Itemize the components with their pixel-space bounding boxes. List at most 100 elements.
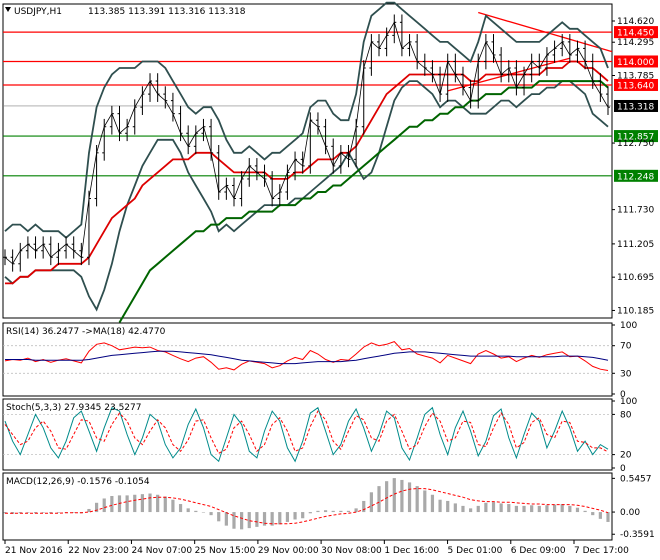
- menu-triangle-icon[interactable]: [5, 7, 11, 12]
- indicator-tick-label: 100: [620, 397, 637, 407]
- price-tick-label: 114.295: [617, 38, 654, 48]
- k-line: [4, 406, 609, 463]
- price-bars: [3, 14, 610, 272]
- d-line: [4, 410, 609, 454]
- macd-bar: [522, 505, 526, 513]
- price-tick-label: 111.205: [617, 240, 654, 250]
- time-tick-label: 29 Nov 00:00: [258, 546, 319, 556]
- macd-bar: [270, 512, 274, 526]
- macd-bar: [247, 512, 251, 529]
- ohlc-label: 113.385 113.391 113.316 113.318: [88, 7, 246, 17]
- price-tick-label: 110.185: [617, 306, 654, 316]
- macd-bar: [537, 505, 541, 513]
- macd-bar: [423, 490, 427, 513]
- macd-bar: [156, 494, 160, 513]
- macd-bar: [293, 512, 297, 520]
- indicator-tick-label: 80: [620, 410, 632, 420]
- macd-bar: [453, 503, 457, 513]
- time-tick-label: 24 Nov 07:00: [131, 546, 192, 556]
- time-tick-label: 25 Nov 15:00: [195, 546, 256, 556]
- macd-bar: [545, 505, 549, 513]
- macd-bar: [308, 512, 312, 514]
- macd-bar: [26, 512, 30, 513]
- indicator-tick-label: 30: [620, 369, 632, 379]
- macd-bar: [209, 512, 213, 516]
- price-tick-label: 110.695: [617, 273, 654, 283]
- macd-bar: [598, 512, 602, 519]
- macd-bar: [392, 478, 396, 513]
- macd-bar: [163, 496, 167, 513]
- macd-bar: [385, 481, 389, 513]
- macd-bar: [178, 504, 183, 513]
- macd-bar: [346, 510, 351, 513]
- macd-bar: [568, 505, 572, 513]
- time-tick-label: 1 Dec 16:00: [384, 546, 439, 556]
- macd-bar: [331, 510, 335, 513]
- macd-bar: [110, 496, 114, 513]
- macd-bar: [262, 512, 267, 526]
- macd-bar: [446, 500, 450, 513]
- level-tag-1: [614, 55, 658, 68]
- time-tick-label: 21 Nov 2016: [5, 546, 63, 556]
- level-label-1: 114.000: [617, 58, 654, 68]
- rsi14-line: [4, 341, 609, 371]
- macd-bar: [323, 510, 328, 513]
- macd-bar: [476, 505, 480, 513]
- macd-bar: [400, 479, 404, 513]
- indicator-tick-label: 0: [620, 464, 626, 474]
- indicator-tick-label: 100: [620, 321, 637, 331]
- macd-tick-label: -0.3591: [620, 530, 655, 540]
- macd-bar: [552, 504, 557, 513]
- macd-signal-line: [5, 488, 609, 525]
- macd-bar: [491, 502, 496, 513]
- macd-bar: [430, 494, 435, 513]
- level-label-2: 113.640: [617, 81, 654, 91]
- panel-frame-1: [2, 322, 613, 397]
- macd-bar: [514, 505, 519, 513]
- indicator-tick-label: 0: [620, 390, 626, 400]
- macd-bar: [354, 508, 358, 513]
- level-tag-4: [614, 169, 658, 182]
- price-tick-label: 112.750: [617, 139, 654, 149]
- macd-bar: [171, 499, 175, 513]
- macd-histogram: [3, 478, 610, 530]
- level-tag-3: [614, 130, 658, 143]
- macd-bar: [87, 508, 91, 513]
- macd-bar: [125, 495, 129, 513]
- indicator-tick-label: 70: [620, 342, 632, 352]
- macd-bar: [133, 494, 137, 513]
- macd-bar: [72, 512, 76, 513]
- macd-bar: [591, 512, 595, 516]
- macd-bar: [377, 486, 381, 513]
- symbol-label: USDJPY,H1: [14, 7, 62, 17]
- price-tick-label: 111.730: [617, 206, 654, 216]
- indicator-tick-label: 20: [620, 451, 632, 461]
- stoch-header: Stoch(5,3,3) 27.9345 23.5277: [6, 403, 141, 413]
- macd-bar: [18, 512, 22, 514]
- macd-bar: [33, 512, 38, 514]
- macd-bar: [583, 510, 587, 513]
- price-tick-label: 113.785: [617, 72, 654, 82]
- macd-bar: [415, 486, 419, 513]
- moving-average-green-line: [118, 80, 609, 324]
- macd-bar: [240, 512, 244, 530]
- macd-bar: [94, 502, 99, 513]
- macd-bar: [438, 499, 442, 513]
- macd-bar: [560, 504, 564, 513]
- bollinger-upper-line: [4, 1, 609, 239]
- macd-bar: [301, 512, 305, 519]
- level-label-3: 112.857: [617, 133, 654, 143]
- macd-bar: [102, 498, 106, 513]
- macd-bar: [606, 512, 610, 522]
- level-tag-2: [614, 78, 658, 91]
- price-tick-label: 114.620: [617, 17, 654, 27]
- macd-bar: [3, 512, 7, 514]
- macd-bar: [201, 512, 206, 513]
- macd-bar: [278, 512, 282, 525]
- time-tick-label: 22 Nov 23:00: [68, 546, 129, 556]
- price-close-line: [4, 21, 609, 265]
- level-label-0: 114.450: [617, 29, 654, 39]
- macd-bar: [461, 505, 465, 513]
